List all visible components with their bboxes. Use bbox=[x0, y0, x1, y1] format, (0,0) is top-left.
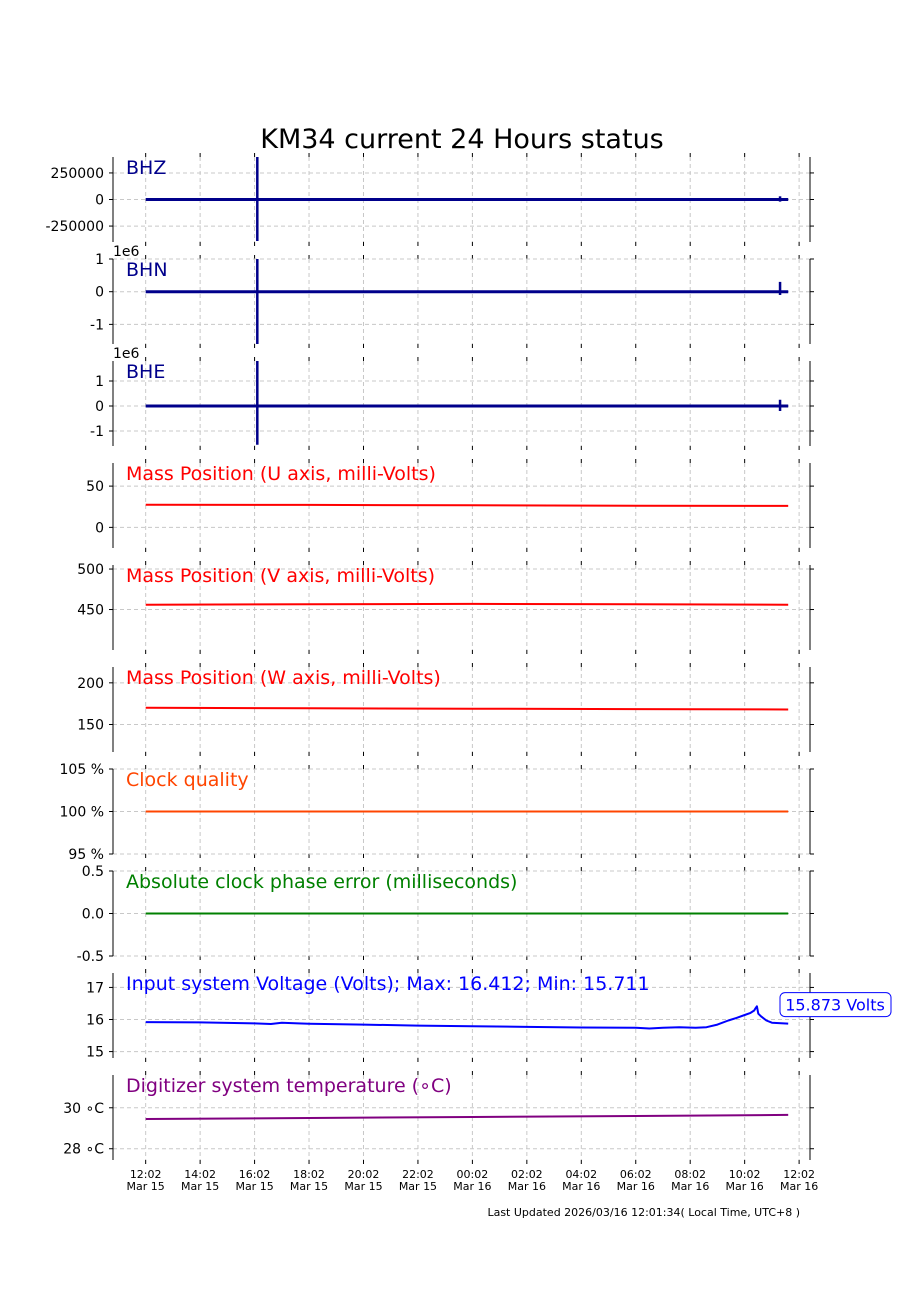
series-line bbox=[145, 706, 789, 711]
y-tick-label: 100 % bbox=[60, 805, 104, 821]
panel-5: 200 150 Mass Position (W axis, milli-Volts… bbox=[77, 663, 814, 756]
y-tick-label: 0.0 bbox=[82, 907, 104, 923]
x-tick-label-time: 14:02 bbox=[184, 1168, 216, 1181]
y-tick-label: 450 bbox=[77, 603, 104, 619]
series-line bbox=[145, 1005, 789, 1030]
x-tick-label-time: 06:02 bbox=[620, 1168, 652, 1181]
x-tick-label-date: Mar 15 bbox=[344, 1180, 382, 1193]
panel-label: Mass Position (W axis, milli-Volts) bbox=[126, 667, 441, 689]
panel-0: 250000 0 -250000 BHZ bbox=[46, 153, 814, 246]
x-tick-label-time: 12:02 bbox=[130, 1168, 162, 1181]
x-tick-label-time: 22:02 bbox=[402, 1168, 434, 1181]
figure-title: KM34 current 24 Hours status bbox=[260, 124, 664, 155]
x-tick-label-time: 08:02 bbox=[674, 1168, 706, 1181]
panel-label: Mass Position (U axis, milli-Volts) bbox=[126, 463, 436, 485]
y-tick-label: 0.5 bbox=[82, 864, 104, 880]
y-tick-label: 200 bbox=[77, 676, 104, 692]
panel-label: BHN bbox=[126, 259, 168, 281]
series-line bbox=[145, 602, 789, 606]
series-group bbox=[145, 1113, 789, 1120]
y-tick-label: 0 bbox=[95, 399, 104, 415]
y-tick-label: 17 bbox=[86, 980, 104, 996]
series-group bbox=[145, 259, 789, 344]
y-tick-label: 500 bbox=[77, 562, 104, 578]
series-group bbox=[145, 602, 789, 606]
panel-3: 50 0 Mass Position (U axis, milli-Volts) bbox=[86, 459, 814, 552]
panel-label: BHZ bbox=[126, 157, 166, 179]
y-tick-label: 95 % bbox=[68, 847, 104, 863]
series-group bbox=[145, 1005, 789, 1030]
x-tick-label-date: Mar 16 bbox=[780, 1180, 818, 1193]
series-group bbox=[145, 157, 789, 241]
panel-7: 0.5 0.0 -0.5 Absolute clock phase error (mi… bbox=[77, 864, 814, 965]
panel-label: Clock quality bbox=[126, 769, 249, 791]
x-tick-label-time: 16:02 bbox=[239, 1168, 271, 1181]
x-tick-label-date: Mar 16 bbox=[726, 1180, 764, 1193]
y-tick-label: 250000 bbox=[51, 166, 104, 182]
y-tick-label: 16 bbox=[86, 1013, 104, 1029]
value-annotation: 15.873 Volts bbox=[785, 996, 885, 1015]
series-group bbox=[145, 361, 789, 445]
y-tick-label: 0 bbox=[95, 520, 104, 536]
axis-offset-label: 1e6 bbox=[113, 244, 140, 260]
panel-label: BHE bbox=[126, 361, 165, 383]
y-tick-label: -250000 bbox=[46, 219, 105, 235]
x-tick-label-date: Mar 15 bbox=[181, 1180, 219, 1193]
y-tick-label: -0.5 bbox=[77, 949, 104, 965]
panel-8: 17 16 15 Input system Voltage (Volts); Max:… bbox=[86, 969, 892, 1062]
y-tick-label: 105 % bbox=[60, 762, 104, 778]
series-group bbox=[145, 706, 789, 711]
x-tick-label-date: Mar 16 bbox=[671, 1180, 709, 1193]
panel-label: Input system Voltage (Volts); Max: 16.41… bbox=[126, 973, 650, 995]
y-tick-label: 0 bbox=[95, 285, 104, 301]
x-tick-label-date: Mar 15 bbox=[235, 1180, 273, 1193]
x-tick-label-date: Mar 16 bbox=[617, 1180, 655, 1193]
last-updated-footer: Last Updated 2026/03/16 12:01:34( Local … bbox=[487, 1206, 800, 1219]
x-tick-label-date: Mar 16 bbox=[508, 1180, 546, 1193]
y-tick-label: -1 bbox=[90, 317, 104, 333]
y-tick-label: 30 ∘C bbox=[63, 1101, 104, 1117]
x-tick-label-time: 10:02 bbox=[729, 1168, 761, 1181]
y-tick-label: 15 bbox=[86, 1045, 104, 1061]
x-tick-label-time: 00:02 bbox=[457, 1168, 489, 1181]
panels: 2500000-250000BHZ10-11e6BHN10-11e6BHE500… bbox=[46, 153, 892, 1164]
y-tick-label: 1 bbox=[95, 252, 104, 268]
y-tick-label: -1 bbox=[90, 424, 104, 440]
x-tick-label-time: 20:02 bbox=[348, 1168, 380, 1181]
axis-offset-label: 1e6 bbox=[113, 346, 140, 362]
x-tick-label-time: 18:02 bbox=[293, 1168, 325, 1181]
x-tick-label-date: Mar 15 bbox=[399, 1180, 437, 1193]
panel-label: Digitizer system temperature (∘C) bbox=[126, 1075, 452, 1097]
y-tick-label: 1 bbox=[95, 374, 104, 390]
y-tick-label: 50 bbox=[86, 479, 104, 495]
series-line bbox=[145, 503, 789, 507]
y-tick-label: 0 bbox=[95, 193, 104, 209]
series-group bbox=[145, 503, 789, 507]
panel-4: 500 450 Mass Position (V axis, milli-Volts… bbox=[77, 561, 814, 654]
panel-label: Mass Position (V axis, milli-Volts) bbox=[126, 565, 435, 587]
x-tick-label-time: 02:02 bbox=[511, 1168, 543, 1181]
panel-9: 30 ∘C 28 ∘C Digitizer system temperature (… bbox=[63, 1071, 814, 1164]
x-tick-label-time: 12:02 bbox=[783, 1168, 815, 1181]
series-line bbox=[145, 1113, 789, 1120]
panel-6: 105 % 100 % 95 % Clock quality bbox=[60, 762, 814, 863]
panel-label: Absolute clock phase error (milliseconds… bbox=[126, 871, 517, 893]
y-tick-label: 28 ∘C bbox=[63, 1142, 104, 1158]
x-tick-label-time: 04:02 bbox=[565, 1168, 597, 1181]
value-annotation-box bbox=[779, 992, 892, 1018]
x-tick-label-date: Mar 16 bbox=[562, 1180, 600, 1193]
x-tick-label-date: Mar 15 bbox=[290, 1180, 328, 1193]
y-tick-label: 150 bbox=[77, 718, 104, 734]
x-tick-label-date: Mar 16 bbox=[453, 1180, 491, 1193]
x-tick-label-date: Mar 15 bbox=[127, 1180, 165, 1193]
